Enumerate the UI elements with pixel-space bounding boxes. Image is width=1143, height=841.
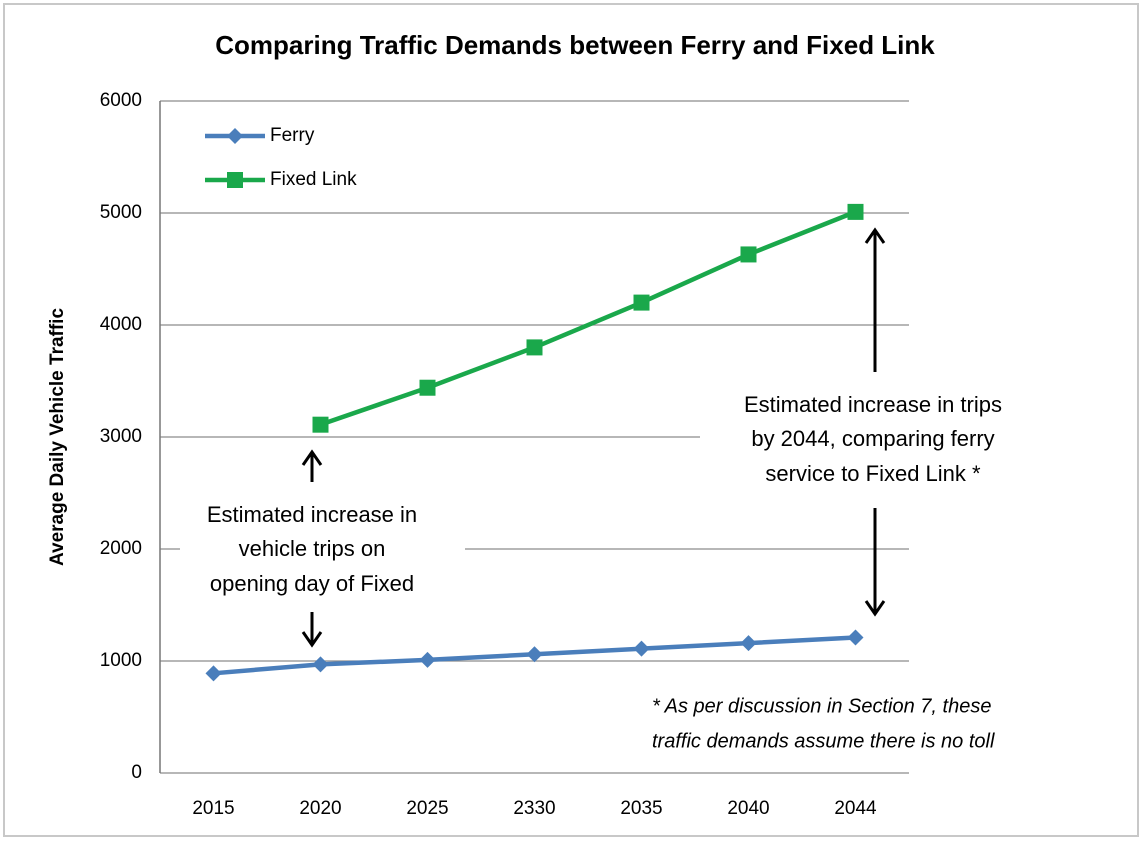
marker bbox=[633, 640, 650, 657]
marker bbox=[227, 172, 243, 188]
annotation-line: Estimated increase in bbox=[207, 502, 417, 527]
x-tick-label: 2020 bbox=[299, 798, 341, 819]
y-axis-label: Average Daily Vehicle Traffic bbox=[47, 308, 68, 566]
arrow-head bbox=[864, 600, 886, 617]
arrows bbox=[301, 227, 886, 648]
y-tick-label: 6000 bbox=[100, 90, 142, 111]
arrow-head bbox=[301, 631, 323, 648]
marker bbox=[633, 294, 650, 311]
grid bbox=[160, 100, 909, 774]
marker bbox=[740, 246, 757, 263]
x-tick-label: 2044 bbox=[834, 798, 877, 819]
annotation-line: by 2044, comparing ferry bbox=[751, 426, 994, 451]
legend-item: Fixed Link bbox=[205, 169, 357, 190]
x-tick-label: 2015 bbox=[192, 798, 234, 819]
marker bbox=[526, 339, 543, 356]
footnote: * As per discussion in Section 7, these bbox=[652, 695, 991, 717]
marker bbox=[312, 656, 329, 673]
plot bbox=[205, 203, 864, 682]
y-tick-label: 1000 bbox=[100, 650, 142, 671]
x-tick-label: 2035 bbox=[620, 798, 662, 819]
marker bbox=[312, 416, 329, 433]
annotation-line: Estimated increase in trips bbox=[744, 392, 1002, 417]
y-tick-label: 3000 bbox=[100, 426, 142, 447]
marker bbox=[205, 665, 222, 682]
marker bbox=[227, 128, 243, 144]
series-line bbox=[319, 209, 857, 427]
legend-label: Fixed Link bbox=[270, 169, 357, 190]
x-tick-label: 2025 bbox=[406, 798, 448, 819]
legend-label: Ferry bbox=[270, 125, 315, 146]
chart-title: Comparing Traffic Demands between Ferry … bbox=[215, 30, 935, 60]
y-tick-label: 4000 bbox=[100, 314, 142, 335]
annotation-line: opening day of Fixed bbox=[210, 571, 414, 596]
y-tick-label: 0 bbox=[131, 762, 142, 783]
x-tick-label: 2330 bbox=[513, 798, 555, 819]
x-tick-label: 2040 bbox=[727, 798, 769, 819]
annotation-line: vehicle trips on bbox=[239, 536, 386, 561]
annotation-line: service to Fixed Link * bbox=[765, 461, 981, 486]
marker bbox=[847, 203, 864, 220]
marker bbox=[419, 651, 436, 668]
annotation-bg bbox=[700, 385, 1050, 497]
marker bbox=[419, 379, 436, 396]
marker bbox=[847, 629, 864, 646]
legend-item: Ferry bbox=[205, 125, 315, 146]
marker bbox=[526, 646, 543, 663]
annotation-bg bbox=[180, 497, 465, 602]
y-tick-label: 5000 bbox=[100, 202, 142, 223]
arrow-head bbox=[864, 227, 886, 244]
marker bbox=[740, 635, 757, 652]
annotation: Estimated increase in trips by 2044, com… bbox=[744, 392, 1002, 486]
footnote: traffic demands assume there is no toll bbox=[652, 730, 995, 752]
annotation: Estimated increase in vehicle trips on o… bbox=[207, 502, 417, 596]
y-tick-label: 2000 bbox=[100, 538, 142, 559]
arrow-head bbox=[301, 449, 323, 466]
